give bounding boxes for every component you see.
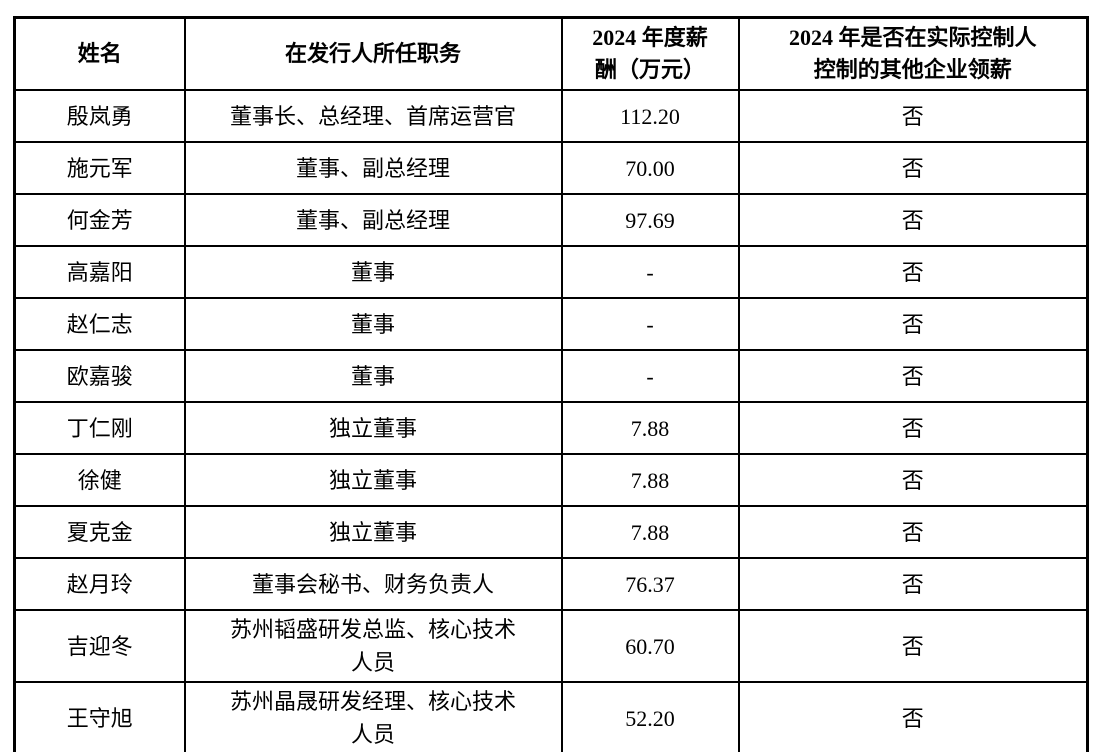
table-row: 赵仁志 董事 - 否 — [13, 297, 1089, 351]
table-row: 丁仁刚 独立董事 7.88 否 — [13, 401, 1089, 455]
name-cell: 何金芳 — [13, 193, 186, 247]
table-row: 何金芳 董事、副总经理 97.69 否 — [13, 193, 1089, 247]
table-row: 施元军 董事、副总经理 70.00 否 — [13, 141, 1089, 195]
salary-cell: 7.88 — [560, 453, 740, 507]
salary-cell: 76.37 — [560, 557, 740, 611]
salary-cell: - — [560, 297, 740, 351]
other-pay-cell: 否 — [737, 141, 1089, 195]
table-row: 徐健 独立董事 7.88 否 — [13, 453, 1089, 507]
position-cell: 董事会秘书、财务负责人 — [183, 557, 563, 611]
name-cell: 高嘉阳 — [13, 245, 186, 299]
column-header-other-pay: 2024 年是否在实际控制人 控制的其他企业领薪 — [737, 16, 1089, 91]
other-pay-cell: 否 — [737, 193, 1089, 247]
salary-cell: 7.88 — [560, 505, 740, 559]
table-row: 赵月玲 董事会秘书、财务负责人 76.37 否 — [13, 557, 1089, 611]
column-header-salary: 2024 年度薪 酬（万元） — [560, 16, 740, 91]
salary-cell: 70.00 — [560, 141, 740, 195]
position-cell: 董事、副总经理 — [183, 141, 563, 195]
salary-cell: 112.20 — [560, 89, 740, 143]
salary-cell: 7.88 — [560, 401, 740, 455]
position-cell: 独立董事 — [183, 505, 563, 559]
position-cell: 独立董事 — [183, 401, 563, 455]
name-cell: 徐健 — [13, 453, 186, 507]
other-pay-cell: 否 — [737, 557, 1089, 611]
name-cell: 丁仁刚 — [13, 401, 186, 455]
other-pay-cell: 否 — [737, 505, 1089, 559]
other-pay-cell: 否 — [737, 297, 1089, 351]
name-cell: 欧嘉骏 — [13, 349, 186, 403]
table-row: 殷岚勇 董事长、总经理、首席运营官 112.20 否 — [13, 89, 1089, 143]
name-cell: 殷岚勇 — [13, 89, 186, 143]
table-row: 夏克金 独立董事 7.88 否 — [13, 505, 1089, 559]
compensation-table: 姓名 在发行人所任职务 2024 年度薪 酬（万元） 2024 年是否在实际控制… — [13, 16, 1089, 752]
salary-cell: 97.69 — [560, 193, 740, 247]
other-pay-cell: 否 — [737, 609, 1089, 683]
column-header-position: 在发行人所任职务 — [183, 16, 563, 91]
name-cell: 施元军 — [13, 141, 186, 195]
salary-cell: 60.70 — [560, 609, 740, 683]
other-pay-cell: 否 — [737, 401, 1089, 455]
salary-cell: - — [560, 245, 740, 299]
position-cell: 董事长、总经理、首席运营官 — [183, 89, 563, 143]
name-cell: 王守旭 — [13, 681, 186, 752]
table-row: 高嘉阳 董事 - 否 — [13, 245, 1089, 299]
column-header-name: 姓名 — [13, 16, 186, 91]
position-cell: 董事 — [183, 349, 563, 403]
name-cell: 夏克金 — [13, 505, 186, 559]
other-pay-cell: 否 — [737, 453, 1089, 507]
name-cell: 赵仁志 — [13, 297, 186, 351]
name-cell: 赵月玲 — [13, 557, 186, 611]
position-cell: 苏州晶晟研发经理、核心技术 人员 — [183, 681, 563, 752]
name-cell: 吉迎冬 — [13, 609, 186, 683]
position-cell: 董事、副总经理 — [183, 193, 563, 247]
position-cell: 独立董事 — [183, 453, 563, 507]
table-row: 欧嘉骏 董事 - 否 — [13, 349, 1089, 403]
other-pay-cell: 否 — [737, 681, 1089, 752]
salary-cell: - — [560, 349, 740, 403]
other-pay-cell: 否 — [737, 349, 1089, 403]
table-row: 王守旭 苏州晶晟研发经理、核心技术 人员 52.20 否 — [13, 681, 1089, 752]
position-cell: 董事 — [183, 297, 563, 351]
table-row: 吉迎冬 苏州韬盛研发总监、核心技术 人员 60.70 否 — [13, 609, 1089, 683]
position-cell: 董事 — [183, 245, 563, 299]
other-pay-cell: 否 — [737, 89, 1089, 143]
salary-cell: 52.20 — [560, 681, 740, 752]
header-row: 姓名 在发行人所任职务 2024 年度薪 酬（万元） 2024 年是否在实际控制… — [13, 16, 1089, 91]
position-cell: 苏州韬盛研发总监、核心技术 人员 — [183, 609, 563, 683]
other-pay-cell: 否 — [737, 245, 1089, 299]
